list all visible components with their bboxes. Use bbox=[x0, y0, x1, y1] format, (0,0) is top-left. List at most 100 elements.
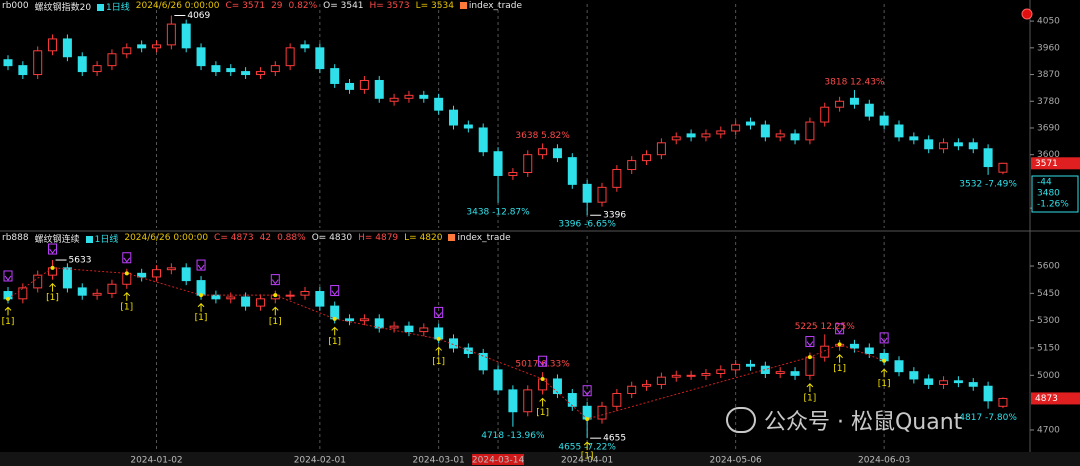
high: H= 4879 bbox=[358, 233, 399, 243]
candle-body bbox=[790, 371, 800, 376]
signal-dot bbox=[585, 417, 590, 422]
alert-icon bbox=[1021, 8, 1033, 20]
candle-body bbox=[731, 363, 741, 371]
candle-body bbox=[389, 325, 399, 329]
candle-body bbox=[567, 393, 577, 407]
buy-arrow bbox=[123, 292, 131, 301]
candle-body bbox=[642, 154, 652, 162]
sell-marker bbox=[538, 355, 548, 367]
candle-body bbox=[166, 23, 176, 46]
candle-body bbox=[255, 71, 265, 76]
y-tick-label: 3870 bbox=[1037, 70, 1060, 80]
buy-arrow bbox=[435, 346, 443, 356]
buy-arrow bbox=[49, 282, 56, 292]
candle-body bbox=[345, 82, 355, 90]
candle-body bbox=[582, 183, 592, 203]
candle-body bbox=[642, 383, 652, 387]
candle-body bbox=[686, 374, 696, 377]
signal-trend-line bbox=[7, 267, 885, 420]
sell-marker bbox=[48, 243, 58, 255]
x-tick-label: 2024-04-01 bbox=[561, 456, 613, 466]
indicator[interactable]: index_trade bbox=[459, 1, 523, 11]
candle-body bbox=[597, 186, 607, 203]
candle-body bbox=[181, 23, 191, 49]
signal-label: [1] bbox=[833, 364, 846, 374]
y-tick-label: 4050 bbox=[1037, 17, 1060, 27]
buy-arrow bbox=[4, 306, 12, 316]
candle-body bbox=[567, 157, 577, 185]
indicator-text: index_trade bbox=[468, 1, 523, 11]
date-axis-bar bbox=[0, 452, 1080, 466]
candle-body bbox=[805, 121, 815, 141]
buy-arrow bbox=[836, 354, 843, 363]
sell-arrow bbox=[4, 275, 12, 281]
candle-body bbox=[924, 378, 934, 385]
candle-body bbox=[33, 50, 43, 76]
extreme-label: 3396 bbox=[603, 211, 626, 221]
y-tick-label: 4700 bbox=[1037, 425, 1060, 435]
candle-body bbox=[701, 372, 711, 376]
instrument-name: 螺纹钢指数20 bbox=[34, 2, 92, 13]
open: O= 4830 bbox=[311, 233, 353, 243]
candle-body bbox=[181, 267, 191, 282]
signal-dot bbox=[540, 376, 545, 381]
watermark: 公众号 · 松鼠Quant bbox=[726, 404, 962, 436]
sell-marker bbox=[434, 306, 444, 318]
low: L= 4820 bbox=[404, 233, 443, 243]
y-tick-label: 3780 bbox=[1037, 97, 1060, 107]
candle-body bbox=[285, 294, 295, 297]
candle-body bbox=[552, 378, 562, 395]
signal-label: [1] bbox=[46, 293, 59, 303]
sell-arrow bbox=[806, 341, 814, 347]
candle-body bbox=[909, 371, 919, 380]
candle-body bbox=[374, 318, 384, 329]
sell-arrow bbox=[123, 257, 131, 263]
candle-body bbox=[122, 47, 132, 55]
candle-body bbox=[77, 56, 87, 73]
candle-body bbox=[716, 130, 726, 135]
signal-dot bbox=[837, 342, 842, 347]
candle-body bbox=[968, 382, 978, 387]
sell-marker bbox=[3, 270, 13, 282]
extreme-label: 5225 12.25% bbox=[795, 322, 856, 332]
extreme-label: 5633 bbox=[69, 256, 92, 266]
indicator[interactable]: index_trade bbox=[448, 233, 511, 243]
y-tick-label: 5300 bbox=[1037, 316, 1060, 326]
change: 42 bbox=[259, 233, 272, 243]
candle-body bbox=[820, 345, 830, 358]
candle-body bbox=[864, 347, 874, 354]
signal-dot bbox=[436, 336, 441, 341]
sell-arrow bbox=[880, 337, 888, 343]
candle-body bbox=[953, 142, 963, 147]
datetime: 2024/6/26 0:00:00 bbox=[135, 1, 220, 11]
candle-body bbox=[345, 318, 355, 322]
candle-body bbox=[939, 380, 949, 385]
candle-body bbox=[62, 38, 72, 58]
x-tick-label: 2024-03-14 bbox=[472, 456, 525, 466]
signal-label: [1] bbox=[432, 357, 445, 367]
signal-dot bbox=[50, 265, 55, 270]
sell-marker bbox=[582, 385, 592, 397]
sell-arrow bbox=[435, 312, 443, 318]
candle-body bbox=[746, 121, 755, 126]
candle-body bbox=[419, 94, 429, 99]
period[interactable]: 1日线 bbox=[97, 0, 130, 13]
signal-dot bbox=[124, 271, 129, 276]
sell-marker bbox=[270, 274, 280, 286]
candle-body bbox=[552, 148, 562, 159]
x-tick-label: 2024-01-02 bbox=[130, 456, 182, 466]
candle-body bbox=[612, 393, 622, 407]
signal-dot bbox=[332, 316, 337, 321]
period[interactable]: 1日线 bbox=[85, 232, 118, 245]
candle-body bbox=[523, 154, 533, 173]
candle-body bbox=[716, 369, 726, 374]
signal-label: [1] bbox=[2, 317, 15, 327]
signal-label: [1] bbox=[581, 452, 594, 462]
change-pct: 0.88% bbox=[277, 233, 306, 243]
candle-body bbox=[656, 376, 666, 385]
candle-body bbox=[849, 97, 859, 105]
candle-body bbox=[864, 103, 874, 117]
buy-arrow bbox=[271, 306, 279, 316]
close: C= 4873 bbox=[214, 233, 254, 243]
extreme-label: 3532 -7.49% bbox=[959, 179, 1017, 189]
